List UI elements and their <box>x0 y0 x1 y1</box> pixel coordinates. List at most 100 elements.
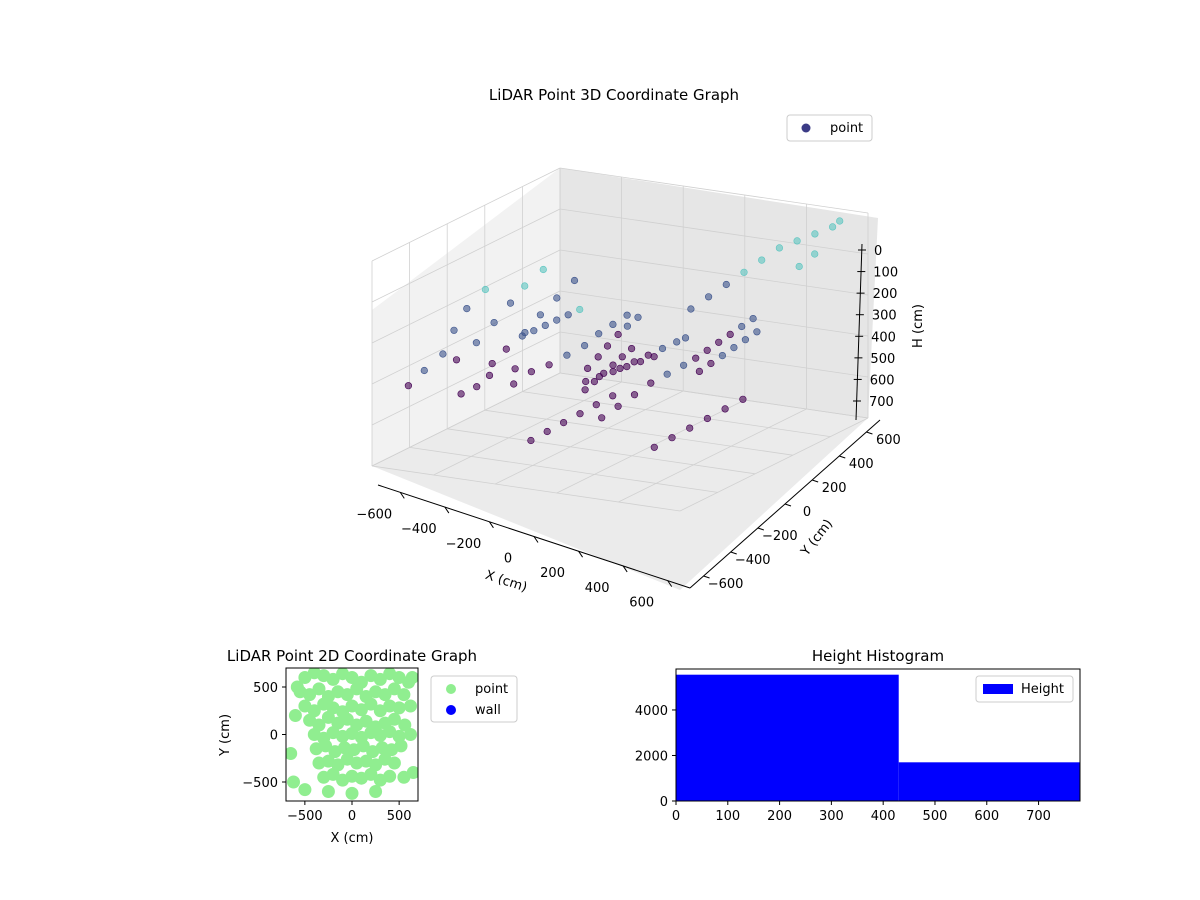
z-tick-label-3d: 300 <box>872 309 897 324</box>
point-3d <box>614 330 622 339</box>
legend-3d-frame <box>786 114 873 142</box>
point-3d <box>518 332 526 340</box>
point-3d <box>510 380 518 388</box>
point-2d <box>404 728 417 741</box>
y-tick-3d <box>730 551 737 555</box>
chart-2d-title: LiDAR Point 2D Coordinate Graph <box>227 647 477 665</box>
point-3d <box>614 402 622 410</box>
point-3d <box>811 230 819 238</box>
point-3d <box>658 344 667 353</box>
plot-frame-histogram <box>675 668 1081 802</box>
point-3d <box>452 356 461 364</box>
grid-line <box>433 381 622 476</box>
point-3d <box>692 354 700 362</box>
point-2d <box>387 682 401 696</box>
legend-histogram-frame <box>975 675 1074 703</box>
point-3d <box>582 377 590 386</box>
point-3d <box>616 364 624 373</box>
legend-2d-point-label: point <box>475 682 508 697</box>
x-tick-label-3d: −400 <box>401 522 437 537</box>
point-3d <box>485 371 494 380</box>
x-tick-3d <box>444 506 450 514</box>
legend-3d: point <box>786 114 873 142</box>
point-3d <box>704 293 713 301</box>
point-3d <box>679 361 688 369</box>
point-3d <box>668 434 676 442</box>
point-2d <box>321 785 335 798</box>
point-2d <box>387 712 401 726</box>
y-tick-3d <box>866 431 873 435</box>
point-2d <box>397 688 411 702</box>
point-2d <box>303 688 317 702</box>
point-2d <box>378 688 392 702</box>
z-tick-label-3d: 600 <box>870 373 895 388</box>
y-tick-label-3d: 0 <box>803 505 811 520</box>
point-3d <box>623 311 631 319</box>
point-3d <box>603 342 612 350</box>
x-tick-label-histogram: 700 <box>1026 809 1051 824</box>
point-3d <box>695 367 704 376</box>
point-2d <box>404 699 417 713</box>
y-tick-3d <box>757 527 765 531</box>
x-tick-label-3d: 0 <box>504 552 512 567</box>
point-3d <box>740 268 748 276</box>
point-3d <box>836 217 844 225</box>
point-3d <box>703 414 712 423</box>
point-3d <box>828 223 837 231</box>
x-tick-3d <box>399 492 405 499</box>
point-3d <box>623 363 631 371</box>
point-2d <box>364 697 378 711</box>
point-3d <box>481 285 490 294</box>
point-2d <box>350 682 364 696</box>
legend-2d-wall-label: wall <box>475 703 501 718</box>
point-2d <box>326 767 340 781</box>
point-3d <box>463 305 471 313</box>
x-tick-label-3d: 200 <box>540 566 565 581</box>
point-3d <box>609 392 617 400</box>
point-3d <box>527 368 536 376</box>
point-3d <box>609 361 617 369</box>
point-3d <box>718 352 727 360</box>
z-tick-label-3d: 200 <box>873 287 898 302</box>
point-2d <box>340 688 354 702</box>
grid-line <box>371 208 561 303</box>
y-tick-label-histogram: 4000 <box>635 704 668 719</box>
point-3d <box>559 419 568 427</box>
y-tick-3d <box>703 575 710 579</box>
point-3d <box>722 280 730 289</box>
grid-line <box>559 167 869 214</box>
point-3d <box>580 342 589 350</box>
x-tick-label-histogram: 300 <box>819 809 844 824</box>
z-tick-label-3d: 0 <box>874 244 882 259</box>
grid-3d <box>371 167 869 512</box>
point-3d <box>457 390 465 398</box>
point-3d <box>420 366 428 375</box>
y-tick-label-2d: −500 <box>242 776 278 791</box>
point-3d <box>511 365 519 373</box>
grid-line <box>495 390 684 485</box>
y-tick-label-3d: −400 <box>735 553 771 568</box>
legend-3d-label: point <box>830 121 863 136</box>
y-tick-label-3d: −200 <box>762 529 798 544</box>
chart-2d: LiDAR Point 2D Coordinate Graph −500 0 500… <box>218 647 518 846</box>
grid-line <box>559 290 869 337</box>
point-3d <box>564 311 572 319</box>
y-tick-3d <box>811 479 819 483</box>
point-2d <box>398 718 412 732</box>
point-2d <box>286 747 298 760</box>
point-3d <box>636 358 645 366</box>
x-tick-3d <box>622 565 628 573</box>
point-2d <box>364 767 378 781</box>
point-3d <box>634 313 642 321</box>
point-2d <box>345 786 359 800</box>
legend-histogram: Height <box>975 675 1074 703</box>
x-tick-label-3d: 600 <box>629 596 654 611</box>
point-3d <box>563 351 571 359</box>
grid-line <box>618 408 807 503</box>
point-2d <box>321 710 335 724</box>
x-tick-label-3d: −200 <box>446 537 482 552</box>
x-axis-label-2d: X (cm) <box>331 831 374 846</box>
point-3d <box>570 276 579 285</box>
chart-histogram: Height Histogram 0 100 200 300 400 500 600 7000… <box>635 647 1081 824</box>
point-3d <box>521 282 529 290</box>
